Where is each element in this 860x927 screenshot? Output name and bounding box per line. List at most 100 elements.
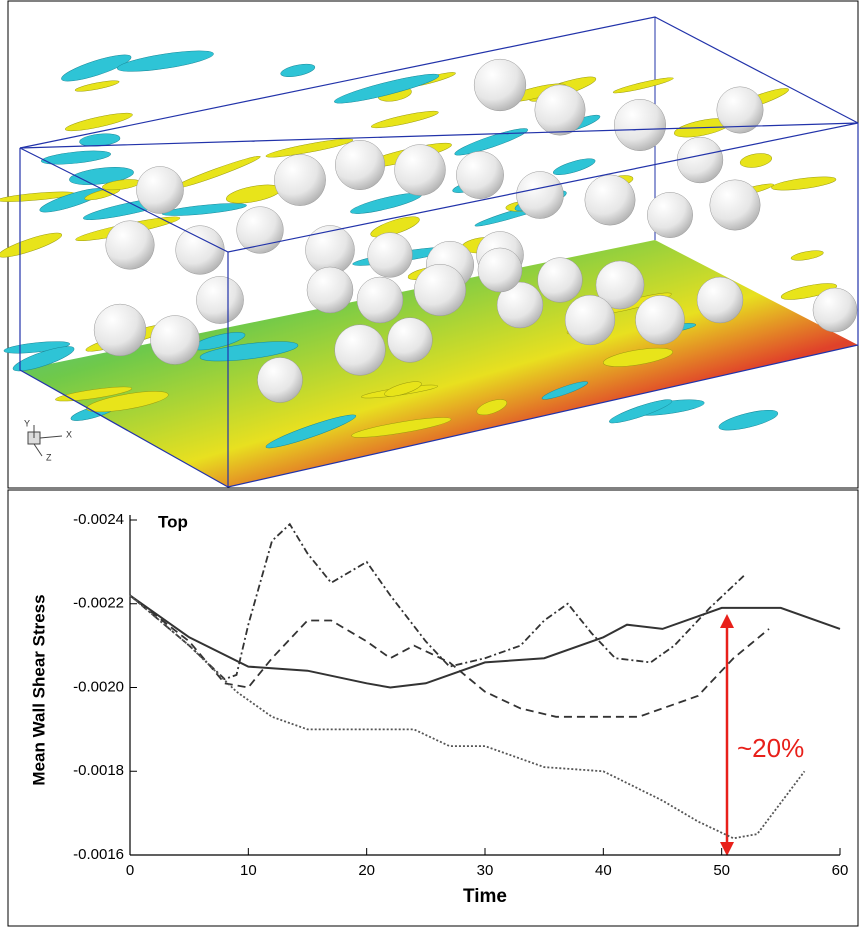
vortex-structure bbox=[603, 347, 673, 367]
particle bbox=[676, 136, 724, 184]
triad-label: Y bbox=[24, 418, 30, 428]
particle bbox=[647, 192, 693, 238]
particle bbox=[564, 294, 616, 346]
particle bbox=[196, 276, 244, 324]
box-edge bbox=[19, 122, 859, 253]
series-line bbox=[129, 594, 806, 840]
series-line bbox=[129, 594, 841, 689]
vortex-structure bbox=[739, 153, 773, 168]
triad-axis bbox=[33, 443, 43, 457]
particle bbox=[334, 139, 386, 191]
arrow-head bbox=[720, 842, 734, 856]
particle bbox=[394, 144, 446, 196]
vortex-structure bbox=[265, 138, 354, 158]
triad-axis bbox=[39, 435, 63, 439]
particle bbox=[595, 260, 645, 310]
vortex-structure bbox=[609, 399, 673, 424]
y-tick-label: -0.0018 bbox=[73, 762, 124, 779]
particle bbox=[635, 295, 685, 345]
vortex-structure bbox=[161, 203, 247, 216]
x-tick-label: 30 bbox=[477, 862, 494, 879]
vortex-structure bbox=[199, 341, 299, 362]
particle bbox=[614, 99, 666, 151]
particle bbox=[496, 281, 544, 329]
particle bbox=[716, 86, 764, 134]
particle bbox=[387, 317, 433, 363]
flow-visualization bbox=[0, 16, 859, 487]
vortex-structure bbox=[552, 158, 596, 175]
particle bbox=[456, 151, 504, 199]
vortex-structure bbox=[780, 283, 837, 300]
particle bbox=[537, 257, 583, 303]
particle bbox=[709, 179, 761, 231]
vortex-structure bbox=[370, 216, 420, 238]
particle bbox=[516, 171, 564, 219]
annotation: ~20% bbox=[737, 733, 804, 763]
x-axis-label: Time bbox=[463, 886, 507, 907]
vortex-structure bbox=[718, 410, 779, 431]
series-line bbox=[129, 594, 770, 718]
vortex-structure bbox=[0, 232, 63, 258]
particle bbox=[257, 357, 303, 403]
series-line bbox=[129, 522, 746, 681]
particle bbox=[413, 263, 467, 317]
vortex-structure bbox=[41, 150, 111, 165]
particle bbox=[175, 225, 225, 275]
vortex-structure bbox=[771, 176, 837, 191]
vortex-structure bbox=[280, 63, 316, 77]
vortex-structure bbox=[371, 110, 439, 129]
particle bbox=[274, 154, 326, 206]
vortex-structure bbox=[65, 112, 133, 132]
bottom-panel-border bbox=[7, 489, 859, 927]
x-tick-label: 0 bbox=[126, 862, 134, 879]
y-tick-label: -0.0024 bbox=[73, 511, 124, 528]
x-tick-label: 60 bbox=[832, 862, 849, 879]
triad-label: Z bbox=[46, 452, 52, 462]
vortex-structure bbox=[334, 73, 440, 104]
particle bbox=[473, 58, 527, 112]
particle bbox=[150, 315, 200, 365]
arrow-head bbox=[720, 614, 734, 628]
particle bbox=[356, 276, 404, 324]
x-tick-label: 40 bbox=[595, 862, 612, 879]
particle bbox=[584, 174, 636, 226]
particle bbox=[534, 84, 586, 136]
y-tick-label: -0.0020 bbox=[73, 678, 124, 695]
y-tick-label: -0.0016 bbox=[73, 846, 124, 863]
vortex-structure bbox=[117, 50, 214, 72]
x-tick-label: 20 bbox=[358, 862, 375, 879]
panel-title: Top bbox=[158, 512, 188, 531]
vortex-structure bbox=[61, 54, 132, 82]
particle bbox=[306, 266, 354, 314]
vortex-structure bbox=[12, 346, 75, 372]
particle bbox=[136, 166, 184, 214]
particle bbox=[93, 303, 147, 357]
particle bbox=[334, 324, 386, 376]
vortex-structure bbox=[86, 391, 169, 413]
x-tick-label: 10 bbox=[240, 862, 257, 879]
vortex-structure bbox=[541, 381, 588, 400]
particle bbox=[236, 206, 284, 254]
vortex-structure bbox=[612, 77, 674, 94]
vortex-structure bbox=[74, 80, 120, 92]
vortex-structure bbox=[384, 381, 422, 397]
axis-triad: Y X Z bbox=[24, 418, 72, 462]
y-tick-label: -0.0022 bbox=[73, 595, 124, 612]
x-tick-label: 50 bbox=[713, 862, 730, 879]
particle bbox=[696, 276, 744, 324]
particle bbox=[812, 287, 858, 333]
particle bbox=[105, 220, 155, 270]
y-axis-label: Mean Wall Shear Stress bbox=[29, 594, 48, 785]
vortex-structure bbox=[55, 386, 133, 402]
box-front bbox=[19, 122, 859, 488]
chart: Top Mean Wall Shear Stress Time ~20% 0 10… bbox=[29, 511, 848, 907]
particle bbox=[477, 247, 523, 293]
vortex-structure bbox=[351, 417, 452, 438]
vortex-structure bbox=[172, 155, 261, 190]
vortex-structure bbox=[265, 414, 357, 449]
vortex-structure bbox=[790, 250, 824, 261]
triad-label: X bbox=[66, 429, 72, 439]
vortex-structure bbox=[226, 184, 282, 204]
